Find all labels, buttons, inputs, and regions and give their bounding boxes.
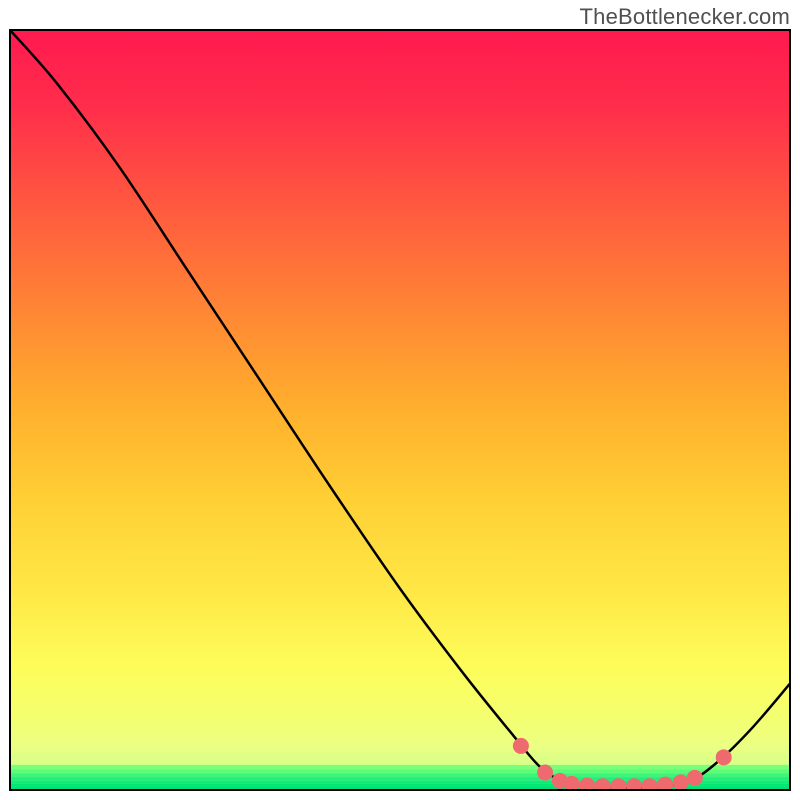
curve-marker xyxy=(642,779,657,794)
bottleneck-chart xyxy=(0,0,800,800)
watermark-text: TheBottlenecker.com xyxy=(580,4,790,30)
curve-marker xyxy=(716,750,731,765)
curve-marker xyxy=(673,775,688,790)
curve-marker xyxy=(538,765,553,780)
gradient-background xyxy=(10,30,790,790)
curve-marker xyxy=(595,779,610,794)
curve-marker xyxy=(513,738,528,753)
chart-stage: TheBottlenecker.com xyxy=(0,0,800,800)
curve-marker xyxy=(687,770,702,785)
curve-marker xyxy=(627,779,642,794)
curve-marker xyxy=(611,779,626,794)
